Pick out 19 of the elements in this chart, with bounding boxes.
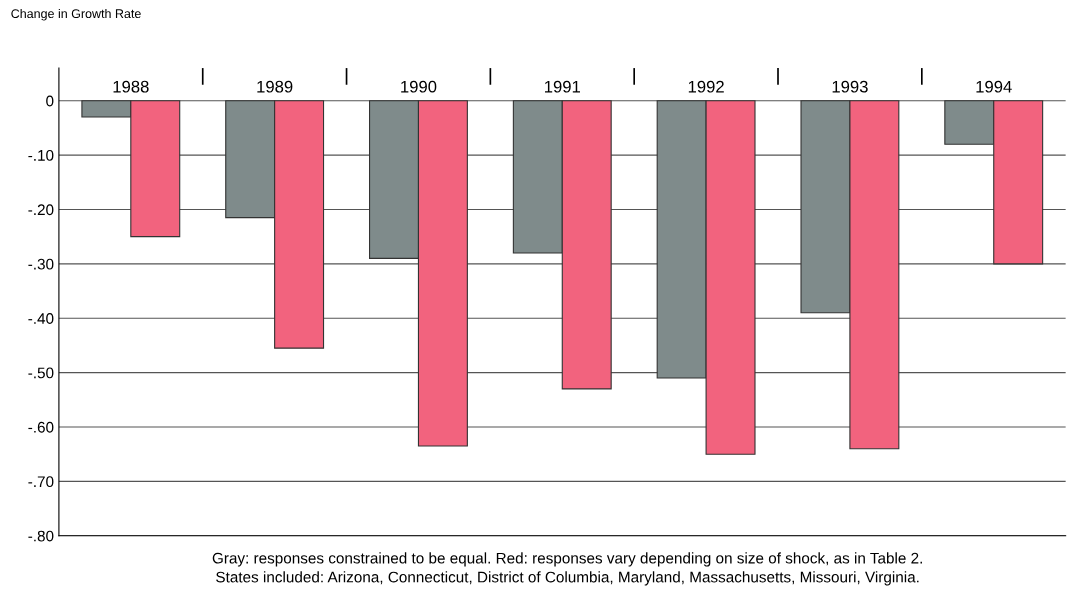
text: Gray: responses constrained to be equal. Red: responses vary depending on size of shock, as in Table 2.	[212, 552, 922, 567]
y-tick-label: -.40	[28, 313, 54, 324]
x-tick-label: 1993	[832, 80, 868, 93]
y-tick-label: -.20	[28, 204, 54, 216]
y-tick-label: -.30	[28, 258, 54, 270]
x-tick-label: 1992	[688, 80, 724, 93]
y-tick-label: -.60	[28, 421, 54, 433]
y-axis-title: Change in Growth Rate	[11, 8, 141, 21]
x-tick-label: 1991	[545, 80, 580, 93]
y-tick-label: -.50	[28, 367, 54, 379]
y-tick-label: -.70	[28, 476, 54, 488]
text: States included: Arizona, Connecticut, District of Columbia, Maryland, Massachusetts, Missouri, Virginia.	[216, 571, 919, 586]
x-tick-label: 1989	[257, 80, 293, 93]
x-tick-label: 1990	[401, 80, 437, 93]
y-tick-label: -.10	[28, 149, 54, 161]
y-tick-label: 0	[46, 95, 54, 107]
x-tick-label: 1988	[113, 80, 149, 93]
x-tick-label: 1994	[976, 80, 1012, 93]
y-tick-label: -.80	[28, 530, 54, 542]
